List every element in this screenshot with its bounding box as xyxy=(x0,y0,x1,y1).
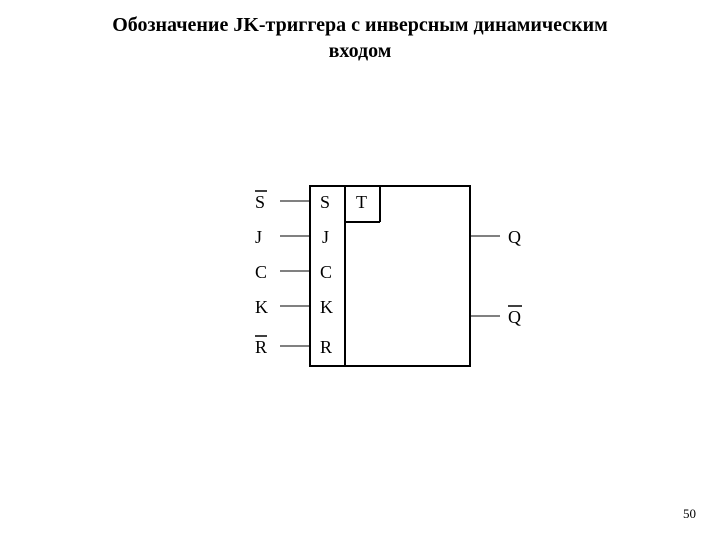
svg-text:R: R xyxy=(320,337,332,357)
page-number: 50 xyxy=(683,506,696,522)
svg-text:Q: Q xyxy=(508,227,521,247)
svg-text:S: S xyxy=(320,192,330,212)
svg-text:J: J xyxy=(255,227,262,247)
svg-text:C: C xyxy=(255,262,267,282)
svg-text:K: K xyxy=(320,297,333,317)
svg-text:C: C xyxy=(320,262,332,282)
svg-text:K: K xyxy=(255,297,268,317)
svg-text:J: J xyxy=(322,227,329,247)
svg-text:R: R xyxy=(255,337,267,357)
diagram-svg: TSJCKRSJCKRQQ xyxy=(0,0,720,540)
svg-text:Q: Q xyxy=(508,307,521,327)
svg-text:S: S xyxy=(255,192,265,212)
svg-text:T: T xyxy=(356,192,367,212)
jk-trigger-diagram: TSJCKRSJCKRQQ xyxy=(0,0,720,545)
